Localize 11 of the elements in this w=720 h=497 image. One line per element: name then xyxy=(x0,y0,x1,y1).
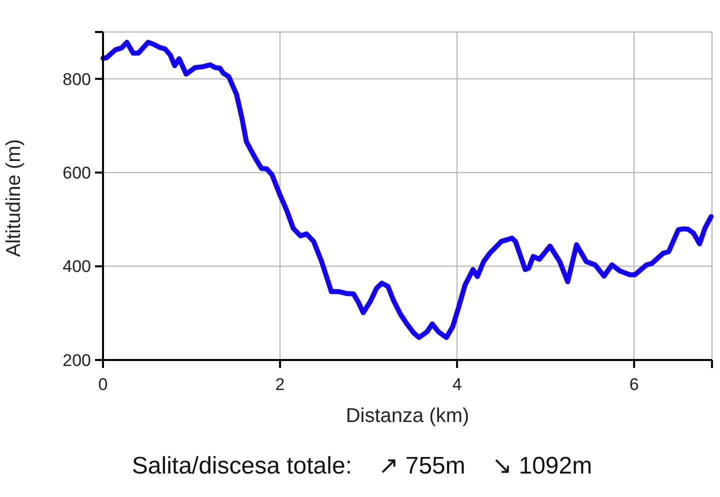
x-tick-label: 0 xyxy=(98,374,108,394)
y-tick-label: 200 xyxy=(62,350,91,370)
x-axis-title: Distanza (km) xyxy=(346,405,470,427)
y-tick-label: 400 xyxy=(62,257,91,276)
y-axis-title: Altitudine (m) xyxy=(3,139,25,257)
text: Salita/discesa totale: ↗ 755m ↘ 1092m xyxy=(132,452,592,480)
x-tick-label: 2 xyxy=(275,374,285,394)
x-tick-label: 6 xyxy=(629,374,639,394)
y-tick-label: 600 xyxy=(62,164,91,183)
x-tick-label: 4 xyxy=(452,374,462,394)
y-tick-label: 800 xyxy=(62,70,91,89)
